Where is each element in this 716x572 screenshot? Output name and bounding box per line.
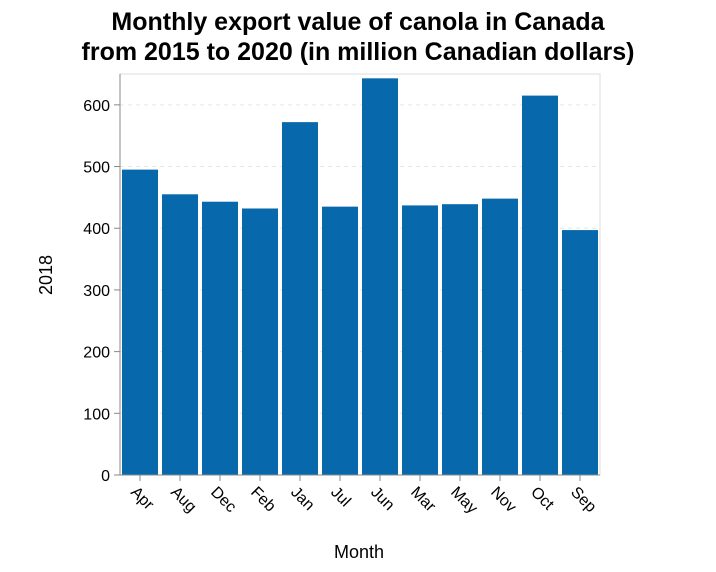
y-axis-title: 2018 xyxy=(36,255,56,295)
bar-feb xyxy=(242,208,278,475)
bar-dec xyxy=(202,201,238,476)
x-axis-title: Month xyxy=(334,542,384,562)
y-tick-label-300: 300 xyxy=(83,283,110,300)
bar-mar xyxy=(402,205,438,476)
x-tick-label-sep: Sep xyxy=(567,484,599,516)
bar-may xyxy=(442,204,478,475)
bar-nov xyxy=(482,198,518,475)
x-tick-label-jun: Jun xyxy=(367,484,397,514)
bar-jun xyxy=(362,78,398,476)
x-tick-label-aug: Aug xyxy=(167,484,199,516)
plot-area: 0 100 200 300 400 500 600 Apr Aug Dec Feb Jan Jul Jun… xyxy=(83,73,601,517)
x-tick-label-dec: Dec xyxy=(207,484,239,516)
x-tick-label-feb: Feb xyxy=(247,484,279,516)
chart-title-line-2: from 2015 to 2020 (in million Canadian d… xyxy=(82,38,635,66)
bar-sep xyxy=(562,230,598,475)
y-tick-label-0: 0 xyxy=(101,468,110,485)
y-tick-label-600: 600 xyxy=(83,98,110,115)
bar-jan xyxy=(282,122,318,476)
x-tick-label-mar: Mar xyxy=(407,484,439,516)
chart-title-line-1: Monthly export value of canola in Canada xyxy=(111,8,605,36)
bar-apr xyxy=(122,169,158,475)
y-tick-label-100: 100 xyxy=(83,406,110,423)
bar-oct xyxy=(522,95,558,475)
bar-jul xyxy=(322,206,358,475)
x-tick-label-apr: Apr xyxy=(127,484,157,514)
bar-aug xyxy=(162,194,198,476)
y-tick-label-500: 500 xyxy=(83,160,110,177)
x-tick-label-jul: Jul xyxy=(327,484,353,510)
y-tick-label-200: 200 xyxy=(83,345,110,362)
y-tick-label-400: 400 xyxy=(83,221,110,238)
x-tick-label-nov: Nov xyxy=(487,484,519,516)
x-tick-label-jan: Jan xyxy=(287,484,317,514)
x-tick-label-oct: Oct xyxy=(527,484,557,514)
x-tick-label-may: May xyxy=(447,484,480,517)
